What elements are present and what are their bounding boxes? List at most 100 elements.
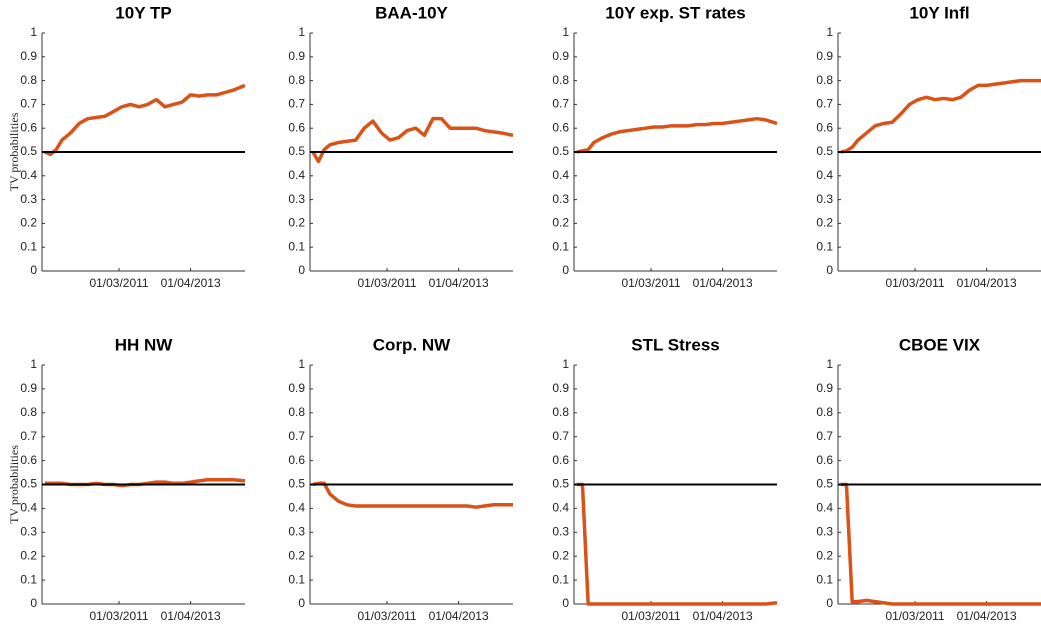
y-tick-label: 0.3 <box>20 192 37 206</box>
y-tick-label: 0.2 <box>20 548 37 562</box>
x-tick-label: 01/04/2013 <box>957 609 1017 623</box>
y-tick-label: 0.3 <box>20 524 37 538</box>
y-tick-label: 0.2 <box>552 548 569 562</box>
y-tick-label: 0.9 <box>816 381 833 395</box>
y-tick-label: 0.1 <box>816 572 833 586</box>
series-line <box>840 78 1041 154</box>
y-tick-label: 0 <box>826 596 833 610</box>
y-tick-label: 0.5 <box>552 144 569 158</box>
x-tick-label: 01/03/2011 <box>357 276 416 290</box>
y-tick-label: 0.6 <box>288 120 305 134</box>
y-tick-label: 0.9 <box>20 49 37 63</box>
y-tick-label: 0.6 <box>20 453 37 467</box>
y-tick-label: 0.2 <box>816 216 833 230</box>
y-tick-label: 0.3 <box>552 192 569 206</box>
x-tick-label: 01/03/2011 <box>357 609 416 623</box>
y-tick-label: 0.8 <box>20 73 37 87</box>
y-tick-label: 0.1 <box>552 572 569 586</box>
y-tick-label: 0.7 <box>552 429 569 443</box>
y-tick-label: 0.2 <box>816 548 833 562</box>
y-tick-label: 0.2 <box>552 216 569 230</box>
y-tick-label: 0 <box>298 596 305 610</box>
x-tick-label: 01/04/2013 <box>429 276 489 290</box>
chart-title: 10Y exp. ST rates <box>605 3 746 22</box>
y-tick-label: 0.2 <box>288 548 305 562</box>
y-tick-label: 0.8 <box>288 405 305 419</box>
y-tick-label: 0.6 <box>816 120 833 134</box>
series-line <box>576 482 778 606</box>
y-tick-label: 0.3 <box>816 524 833 538</box>
y-tick-label: 0.4 <box>288 168 305 182</box>
y-tick-label: 0.9 <box>816 49 833 63</box>
y-tick-label: 0.7 <box>552 97 569 111</box>
y-tick-label: 0.6 <box>288 453 305 467</box>
x-tick-label: 01/03/2011 <box>885 276 944 290</box>
series-line <box>311 116 514 164</box>
y-tick-label: 0.7 <box>20 429 37 443</box>
y-tick-label: 0.8 <box>552 73 569 87</box>
x-tick-label: 01/04/2013 <box>693 609 753 623</box>
series-line <box>44 83 246 157</box>
y-tick-label: 0 <box>30 596 37 610</box>
y-tick-label: 0.1 <box>288 239 305 253</box>
y-tick-label: 0 <box>562 596 569 610</box>
y-tick-label: 1 <box>562 25 569 39</box>
y-tick-label: 0.6 <box>552 120 569 134</box>
y-tick-label: 0.2 <box>288 216 305 230</box>
y-tick-label: 0.1 <box>20 572 37 586</box>
y-tick-label: 0.9 <box>552 49 569 63</box>
x-tick-label: 01/03/2011 <box>885 609 944 623</box>
x-tick-label: 01/03/2011 <box>89 609 148 623</box>
y-tick-label: 0.8 <box>20 405 37 419</box>
y-tick-label: 0.5 <box>552 477 569 491</box>
chart-title: Corp. NW <box>373 335 451 354</box>
y-tick-label: 0.8 <box>288 73 305 87</box>
y-tick-label: 0.4 <box>816 168 833 182</box>
x-tick-label: 01/04/2013 <box>161 276 221 290</box>
y-tick-label: 0.4 <box>552 501 569 515</box>
y-tick-label: 0.5 <box>288 144 305 158</box>
y-tick-label: 0.7 <box>816 97 833 111</box>
x-tick-label: 01/03/2011 <box>621 609 680 623</box>
y-tick-label: 0.1 <box>20 239 37 253</box>
chart-title: 10Y Infl <box>909 3 969 22</box>
chart-title: BAA-10Y <box>375 3 448 22</box>
y-tick-label: 0 <box>30 263 37 277</box>
y-tick-label: 0.5 <box>816 477 833 491</box>
y-tick-label: 0.2 <box>20 216 37 230</box>
x-tick-label: 01/03/2011 <box>621 276 680 290</box>
y-tick-label: 0 <box>562 263 569 277</box>
y-tick-label: 1 <box>298 357 305 371</box>
y-tick-label: 0.6 <box>816 453 833 467</box>
y-tick-label: 0.7 <box>288 97 305 111</box>
y-tick-label: 1 <box>826 25 833 39</box>
x-tick-label: 01/04/2013 <box>161 609 221 623</box>
y-tick-label: 0.5 <box>20 477 37 491</box>
y-tick-label: 0.9 <box>552 381 569 395</box>
y-tick-label: 0.5 <box>288 477 305 491</box>
y-tick-label: 0.4 <box>288 501 305 515</box>
chart-title: HH NW <box>115 335 174 354</box>
y-tick-label: 0.8 <box>552 405 569 419</box>
x-tick-label: 01/03/2011 <box>89 276 148 290</box>
y-tick-label: 1 <box>30 25 37 39</box>
y-tick-label: 0.6 <box>20 120 37 134</box>
y-tick-label: 0.3 <box>288 524 305 538</box>
y-tick-label: 0.4 <box>20 168 37 182</box>
series-line <box>840 482 1041 606</box>
y-tick-label: 0.8 <box>816 73 833 87</box>
y-tick-label: 0.9 <box>20 381 37 395</box>
y-tick-label: 0.7 <box>288 429 305 443</box>
y-tick-label: 0.7 <box>20 97 37 111</box>
y-tick-label: 0.1 <box>288 572 305 586</box>
y-tick-label: 0.4 <box>552 168 569 182</box>
chart-title: STL Stress <box>631 335 720 354</box>
x-tick-label: 01/04/2013 <box>429 609 489 623</box>
y-tick-label: 1 <box>298 25 305 39</box>
y-tick-label: 0.4 <box>816 501 833 515</box>
y-axis-label: TV probabilities <box>7 445 21 524</box>
y-tick-label: 0.3 <box>552 524 569 538</box>
y-tick-label: 1 <box>826 357 833 371</box>
y-tick-label: 0.1 <box>552 239 569 253</box>
